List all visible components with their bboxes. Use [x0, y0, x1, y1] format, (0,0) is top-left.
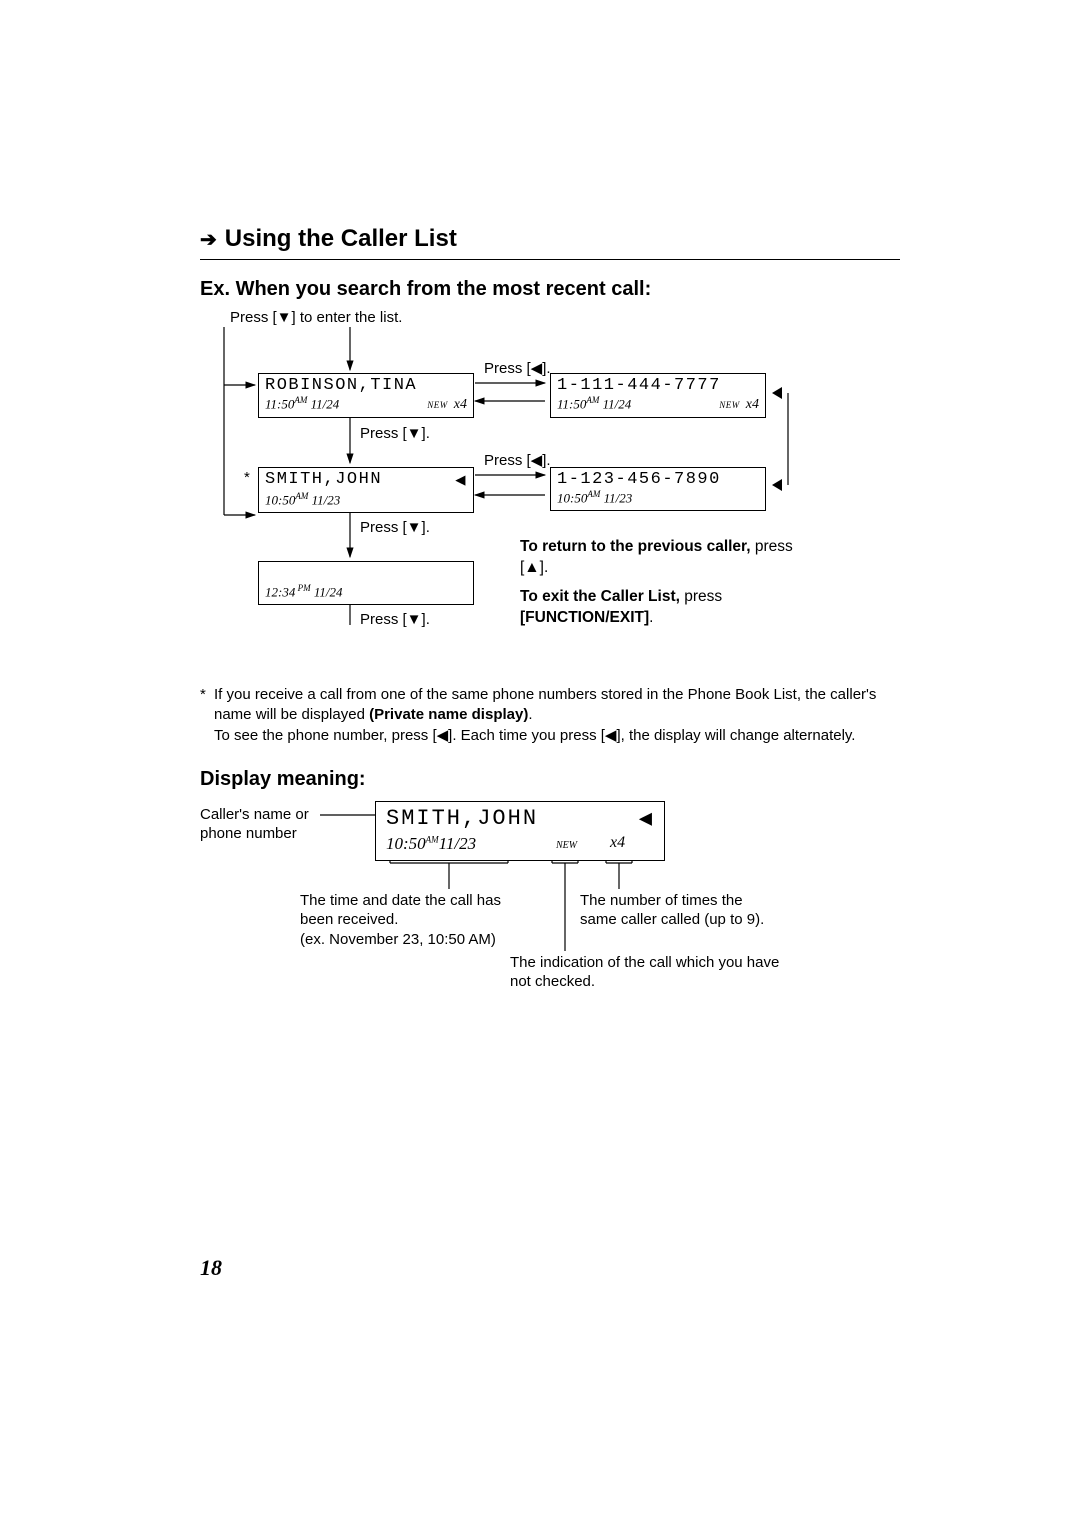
- triangle-left-icon: ◀: [639, 806, 654, 832]
- dm-lcd: SMITH,JOHN ◀ 10:50AM11/23 NEW x4: [375, 801, 665, 861]
- lcd-smith: SMITH,JOHN ◀ 10:50AM 11/23: [258, 467, 474, 513]
- dm-lcd-name: SMITH,JOHN: [386, 806, 538, 831]
- lcd-phone1: 1-111-444-7777 11:50AM 11/24 NEW x4: [550, 373, 766, 418]
- triangle-left-icon: ◀: [455, 470, 467, 491]
- display-meaning-diagram: Caller's name or phone number SMITH,JOHN…: [200, 801, 900, 1031]
- footnote: * If you receive a call from one of the …: [200, 685, 900, 746]
- press-down-3: Press [▼].: [360, 611, 430, 628]
- callout-time: The time and date the call has been rece…: [300, 891, 530, 950]
- lcd-name: SMITH,JOHN: [265, 470, 382, 491]
- flow-diagram: Press [▼] to enter the list. ROBINSON,TI…: [200, 315, 900, 665]
- footnote-star: *: [200, 685, 214, 746]
- press-down-1: Press [▼].: [360, 425, 430, 442]
- lcd-blank: 12:34 PM 11/24: [258, 561, 474, 605]
- callout-name: Caller's name or phone number: [200, 805, 330, 844]
- press-left-2: Press [◀].: [484, 451, 551, 469]
- lcd-robinson: ROBINSON,TINA 11:50AM 11/24 NEW x4: [258, 373, 474, 418]
- lcd-name: 1-123-456-7890: [551, 468, 765, 489]
- display-meaning-title: Display meaning:: [200, 768, 900, 791]
- press-down-2: Press [▼].: [360, 519, 430, 536]
- lcd-name: 1-111-444-7777: [551, 374, 765, 395]
- callout-new: The indication of the call which you hav…: [510, 953, 790, 992]
- example-subtitle: Ex. When you search from the most recent…: [200, 278, 900, 301]
- lcd-name: ROBINSON,TINA: [259, 374, 473, 395]
- lcd-phone2: 1-123-456-7890 10:50AM 11/23: [550, 467, 766, 511]
- arrow-right-icon: ➔: [200, 227, 217, 252]
- asterisk: *: [244, 469, 250, 486]
- note-return-exit: To return to the previous caller, press …: [520, 537, 800, 629]
- press-left-1: Press [◀].: [484, 359, 551, 377]
- section-title: ➔ Using the Caller List: [200, 225, 900, 260]
- page-number: 18: [200, 1255, 222, 1281]
- callout-count: The number of times the same caller call…: [580, 891, 780, 930]
- section-title-text: Using the Caller List: [225, 225, 457, 253]
- press-down-enter: Press [▼] to enter the list.: [230, 309, 402, 326]
